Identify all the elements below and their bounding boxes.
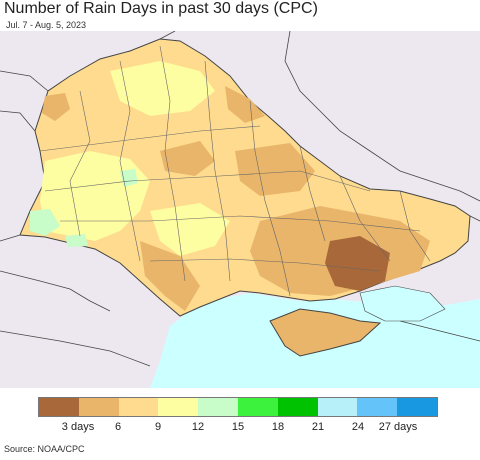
zone-6-days-northeast	[225, 86, 265, 123]
legend-label: 9	[154, 421, 162, 433]
zone-6-days-northwest	[42, 93, 70, 121]
legend-swatch	[237, 398, 278, 416]
legend-swatch	[277, 398, 318, 416]
legend-label: 6	[114, 421, 122, 433]
legend-swatch	[198, 398, 238, 416]
zone-15-days-transcarpathia	[30, 209, 60, 236]
legend-swatch	[78, 398, 119, 416]
legend-label: 27 days	[378, 421, 418, 433]
zone-6-days-middle	[160, 141, 215, 176]
legend-colorbar	[38, 397, 438, 417]
country-borders	[0, 31, 480, 367]
source-credit: Source: NOAA/CPC	[4, 444, 85, 454]
zone-12-days-center	[150, 203, 230, 256]
legend-swatch	[397, 398, 437, 416]
sea-of-azov	[359, 285, 446, 322]
zone-12-days-north	[110, 61, 215, 116]
zone-3-days-zaporizhzhia	[325, 236, 390, 291]
legend-label: 12	[191, 421, 205, 433]
legend-labels: 3 days 6 9 12 15 18 21 24 27 days	[38, 421, 438, 435]
oblast-borders	[39, 45, 431, 297]
zone-6-days-east	[235, 143, 315, 196]
zone-15-days-southwest-spot	[65, 234, 88, 247]
map-subtitle: Jul. 7 - Aug. 5, 2023	[6, 20, 87, 30]
legend-swatch	[357, 398, 398, 416]
legend-label: 24	[351, 421, 365, 433]
crimea-region	[269, 308, 382, 357]
legend-label: 15	[231, 421, 245, 433]
zone-6-days-southwest	[140, 241, 200, 311]
legend-swatch	[39, 398, 79, 416]
legend-label: 18	[271, 421, 285, 433]
legend-label: 3 days	[61, 421, 95, 433]
legend-swatch	[158, 398, 199, 416]
legend-label: 21	[311, 421, 325, 433]
legend-swatch	[118, 398, 159, 416]
legend-swatch	[317, 398, 358, 416]
rain-days-map	[0, 31, 480, 388]
map-title: Number of Rain Days in past 30 days (CPC…	[4, 0, 318, 17]
